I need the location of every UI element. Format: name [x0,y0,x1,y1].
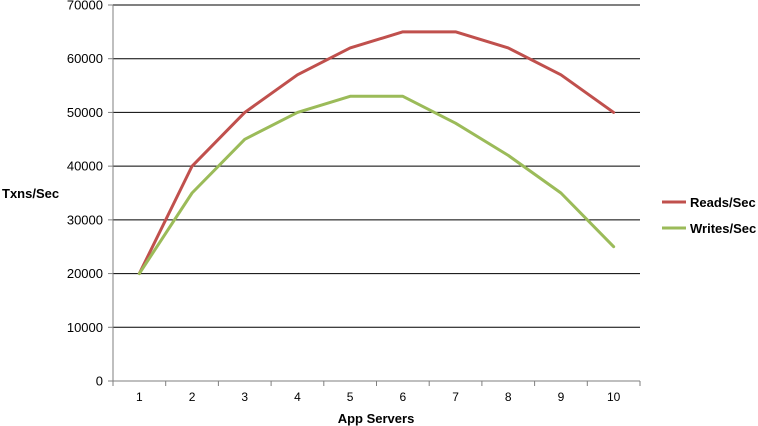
x-tick-label: 3 [241,390,248,404]
x-tick-label: 2 [189,390,196,404]
legend-label: Reads/Sec [690,195,756,210]
y-tick-label: 0 [96,374,103,389]
legend: Reads/Sec Writes/Sec [662,195,756,236]
tick-labels: 0 10000 20000 30000 40000 50000 60000 70000 1 2 3 4… [67,0,621,404]
gridlines [113,4,640,328]
y-tick-label: 70000 [67,0,103,13]
y-tick-label: 30000 [67,212,103,227]
legend-label: Writes/Sec [690,221,756,236]
x-tick-label: 10 [607,390,621,404]
x-tick-label: 9 [558,390,565,404]
series-line-reads-sec [137,30,616,276]
series-lines [137,30,616,276]
axes [108,4,641,386]
series-line-writes-sec [137,94,616,276]
x-tick-label: 4 [294,390,301,404]
x-tick-label: 7 [452,390,459,404]
x-tick-label: 6 [400,390,407,404]
y-tick-label: 50000 [67,105,103,120]
y-tick-label: 60000 [67,51,103,66]
y-tick-label: 40000 [67,159,103,174]
y-tick-label: 10000 [67,320,103,335]
x-tick-label: 1 [136,390,143,404]
y-tick-label: 20000 [67,266,103,281]
x-tick-label: 5 [347,390,354,404]
x-tick-label: 8 [505,390,512,404]
y-axis-title: Txns/Sec [2,186,59,201]
x-axis-title: App Servers [338,411,415,426]
